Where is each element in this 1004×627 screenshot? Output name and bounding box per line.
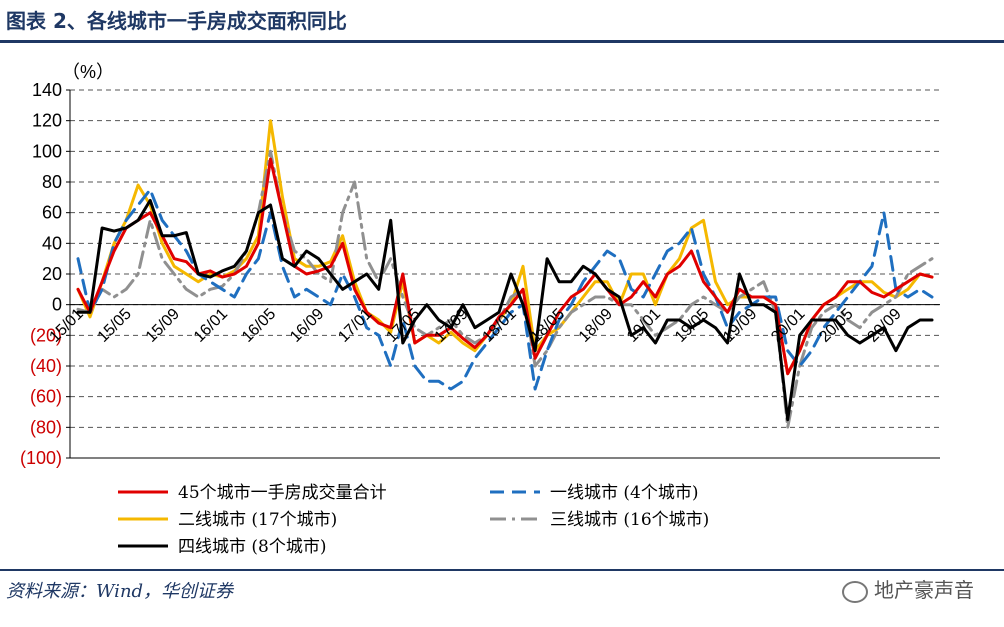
y-tick-label: (100) [20,448,62,468]
legend: 45个城市一手房成交量合计 一线城市 (4个城市) 二线城市 (17个城市) 三线城市… [118,483,709,557]
legend-label-0: 45个城市一手房成交量合计 [178,483,387,503]
series-line-4 [76,198,934,422]
source-note: 资料来源：Wind，华创证券 [6,581,234,602]
x-tick-label: 20/09 [864,305,904,345]
series-lines [76,119,934,429]
y-tick-label: 80 [42,172,62,192]
legend-label-2: 二线城市 (17个城市) [178,510,337,530]
gridlines [70,89,940,428]
y-tick-label: (80) [30,417,62,437]
x-tick-label: 20/05 [816,305,856,345]
watermark-text: 地产豪声音 [874,578,974,602]
y-tick-label: 20 [42,264,62,284]
series-line-1 [76,188,934,391]
y-axis-unit-label: （%） [62,62,114,82]
line-chart: （%） 140 120 100 80 60 40 20 0 (20) (40) (60) (80) (1… [20,62,940,557]
x-tick-label: 18/09 [576,305,616,345]
y-tick-label: (60) [30,387,62,407]
series-line-0 [76,157,934,376]
x-tick-label: 19/05 [672,305,712,345]
y-tick-label: 100 [32,141,62,161]
x-tick-label: 16/09 [287,305,327,345]
y-tick-label: (20) [30,325,62,345]
x-tick-label: 15/09 [143,305,183,345]
x-tick-label: 16/01 [191,305,231,345]
watermark: 地产豪声音 [842,574,974,603]
axes [66,89,940,459]
y-tick-label: (40) [30,356,62,376]
x-tick-label: 17/01 [335,305,375,345]
legend-label-3: 三线城市 (16个城市) [550,510,709,530]
figure-title: 图表 2、各线城市一手房成交面积同比 [6,9,347,33]
x-tick-label: 15/05 [95,305,135,345]
top-rule [0,40,1004,43]
legend-label-4: 四线城市 (8个城市) [178,537,326,557]
wechat-icon [842,580,868,603]
y-tick-label: 0 [52,295,62,315]
x-tick-label: 16/05 [239,305,279,345]
y-tick-label: 60 [42,203,62,223]
y-tick-labels: 140 120 100 80 60 40 20 0 (20) (40) (60) (80) (100) [20,80,62,468]
bottom-rule [0,569,1004,571]
y-tick-label: 120 [32,111,62,131]
y-tick-label: 40 [42,233,62,253]
legend-label-1: 一线城市 (4个城市) [550,483,698,503]
y-tick-label: 140 [32,80,62,100]
